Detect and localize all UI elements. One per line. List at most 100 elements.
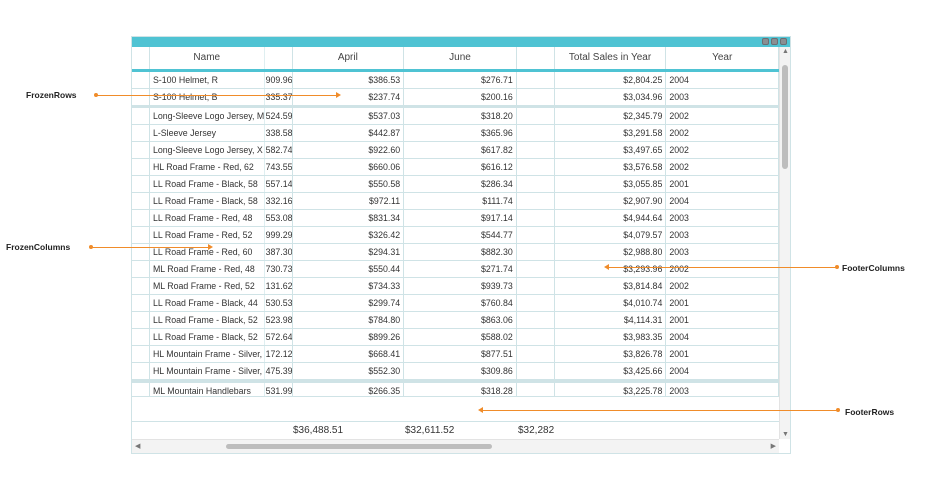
row-indicator[interactable] [132,125,150,141]
cell-gap[interactable] [517,329,555,345]
table-row[interactable]: S-100 Helmet, R 909.96 $386.53 $276.71 $2,80… [132,72,779,89]
row-indicator[interactable] [132,329,150,345]
header-gap[interactable] [517,47,555,69]
row-indicator[interactable] [132,278,150,294]
row-indicator[interactable] [132,244,150,260]
cell-partial[interactable]: 553.08 [265,210,293,226]
cell-partial[interactable]: 338.58 [265,125,293,141]
cell-april[interactable]: $442.87 [293,125,405,141]
cell-partial[interactable]: 572.64 [265,329,293,345]
cell-total[interactable]: $3,293.96 [555,261,667,277]
cell-year[interactable]: 2001 [666,176,779,192]
cell-total[interactable]: $3,814.84 [555,278,667,294]
cell-april[interactable]: $537.03 [293,108,405,124]
cell-total[interactable]: $4,010.74 [555,295,667,311]
table-row[interactable]: ML Mountain Handlebars 531.99 $266.35 $318.… [132,380,779,397]
cell-total[interactable]: $3,225.78 [555,383,667,396]
cell-name[interactable]: LL Road Frame - Black, 58 [150,193,265,209]
table-row[interactable]: HL Mountain Frame - Silver, 172.12 $668.41… [132,346,779,363]
cell-june[interactable]: $760.84 [404,295,517,311]
cell-partial[interactable]: 730.73 [265,261,293,277]
cell-gap[interactable] [517,72,555,88]
table-row[interactable]: HL Mountain Frame - Silver, 475.39 $552.30… [132,363,779,380]
cell-gap[interactable] [517,295,555,311]
row-indicator[interactable] [132,363,150,379]
cell-total[interactable]: $3,055.85 [555,176,667,192]
cell-name[interactable]: HL Mountain Frame - Silver, [150,363,265,379]
cell-total[interactable]: $4,114.31 [555,312,667,328]
cell-june[interactable]: $318.28 [404,383,517,396]
cell-partial[interactable]: 335.37 [265,89,293,105]
cell-year[interactable]: 2004 [666,363,779,379]
cell-total[interactable]: $4,944.64 [555,210,667,226]
cell-gap[interactable] [517,210,555,226]
cell-gap[interactable] [517,159,555,175]
table-row[interactable]: Long-Sleeve Logo Jersey, M 524.59 $537.03 $… [132,108,779,125]
cell-name[interactable]: LL Road Frame - Black, 52 [150,329,265,345]
row-indicator[interactable] [132,142,150,158]
maximize-icon[interactable] [771,38,778,45]
cell-june[interactable]: $939.73 [404,278,517,294]
table-row[interactable]: S-100 Helmet, B 335.37 $237.74 $200.16 $3,03… [132,89,779,108]
cell-year[interactable]: 2003 [666,227,779,243]
cell-april[interactable]: $831.34 [293,210,405,226]
cell-year[interactable]: 2004 [666,72,779,88]
cell-gap[interactable] [517,89,555,105]
cell-june[interactable]: $863.06 [404,312,517,328]
table-row[interactable]: ML Road Frame - Red, 48 730.73 $550.44 $271… [132,261,779,278]
table-row[interactable]: LL Road Frame - Red, 60 387.30 $294.31 $882… [132,244,779,261]
cell-total[interactable]: $4,079.57 [555,227,667,243]
cell-name[interactable]: LL Road Frame - Red, 48 [150,210,265,226]
cell-year[interactable]: 2003 [666,89,779,105]
cell-gap[interactable] [517,227,555,243]
cell-gap[interactable] [517,278,555,294]
header-april[interactable]: April [293,47,405,69]
cell-june[interactable]: $588.02 [404,329,517,345]
cell-name[interactable]: LL Road Frame - Black, 58 [150,176,265,192]
table-row[interactable]: L-Sleeve Jersey 338.58 $442.87 $365.96 $3,29… [132,125,779,142]
cell-name[interactable]: Long-Sleeve Logo Jersey, X [150,142,265,158]
cell-year[interactable]: 2001 [666,312,779,328]
header-hidden[interactable] [265,47,293,69]
cell-june[interactable]: $365.96 [404,125,517,141]
header-total[interactable]: Total Sales in Year [555,47,667,69]
cell-year[interactable]: 2001 [666,346,779,362]
cell-gap[interactable] [517,193,555,209]
cell-gap[interactable] [517,383,555,396]
cell-june[interactable]: $276.71 [404,72,517,88]
minimize-icon[interactable] [762,38,769,45]
cell-partial[interactable]: 909.96 [265,72,293,88]
table-row[interactable]: LL Road Frame - Red, 48 553.08 $831.34 $917… [132,210,779,227]
cell-name[interactable]: S-100 Helmet, R [150,72,265,88]
cell-partial[interactable]: 531.99 [265,383,293,396]
cell-year[interactable]: 2002 [666,261,779,277]
cell-name[interactable]: LL Road Frame - Red, 60 [150,244,265,260]
cell-name[interactable]: ML Mountain Handlebars [150,383,265,396]
cell-total[interactable]: $2,345.79 [555,108,667,124]
cell-april[interactable]: $294.31 [293,244,405,260]
scroll-up-icon[interactable]: ▲ [782,48,789,55]
scroll-left-icon[interactable]: ◀ [135,443,141,450]
cell-year[interactable]: 2003 [666,383,779,396]
vertical-scroll-thumb[interactable] [782,65,788,169]
cell-total[interactable]: $2,988.80 [555,244,667,260]
cell-april[interactable]: $734.33 [293,278,405,294]
row-indicator[interactable] [132,176,150,192]
cell-partial[interactable]: 524.59 [265,108,293,124]
row-indicator[interactable] [132,193,150,209]
cell-june[interactable]: $309.86 [404,363,517,379]
cell-june[interactable]: $200.16 [404,89,517,105]
header-year[interactable]: Year [666,47,780,69]
cell-name[interactable]: HL Road Frame - Red, 62 [150,159,265,175]
cell-gap[interactable] [517,363,555,379]
cell-total[interactable]: $2,907.90 [555,193,667,209]
cell-partial[interactable]: 172.12 [265,346,293,362]
cell-partial[interactable]: 743.55 [265,159,293,175]
cell-june[interactable]: $617.82 [404,142,517,158]
row-indicator[interactable] [132,89,150,105]
scroll-right-icon[interactable]: ▶ [770,443,776,450]
table-row[interactable]: HL Road Frame - Red, 62 743.55 $660.06 $616… [132,159,779,176]
row-indicator[interactable] [132,72,150,88]
cell-partial[interactable]: 332.16 [265,193,293,209]
row-indicator[interactable] [132,227,150,243]
